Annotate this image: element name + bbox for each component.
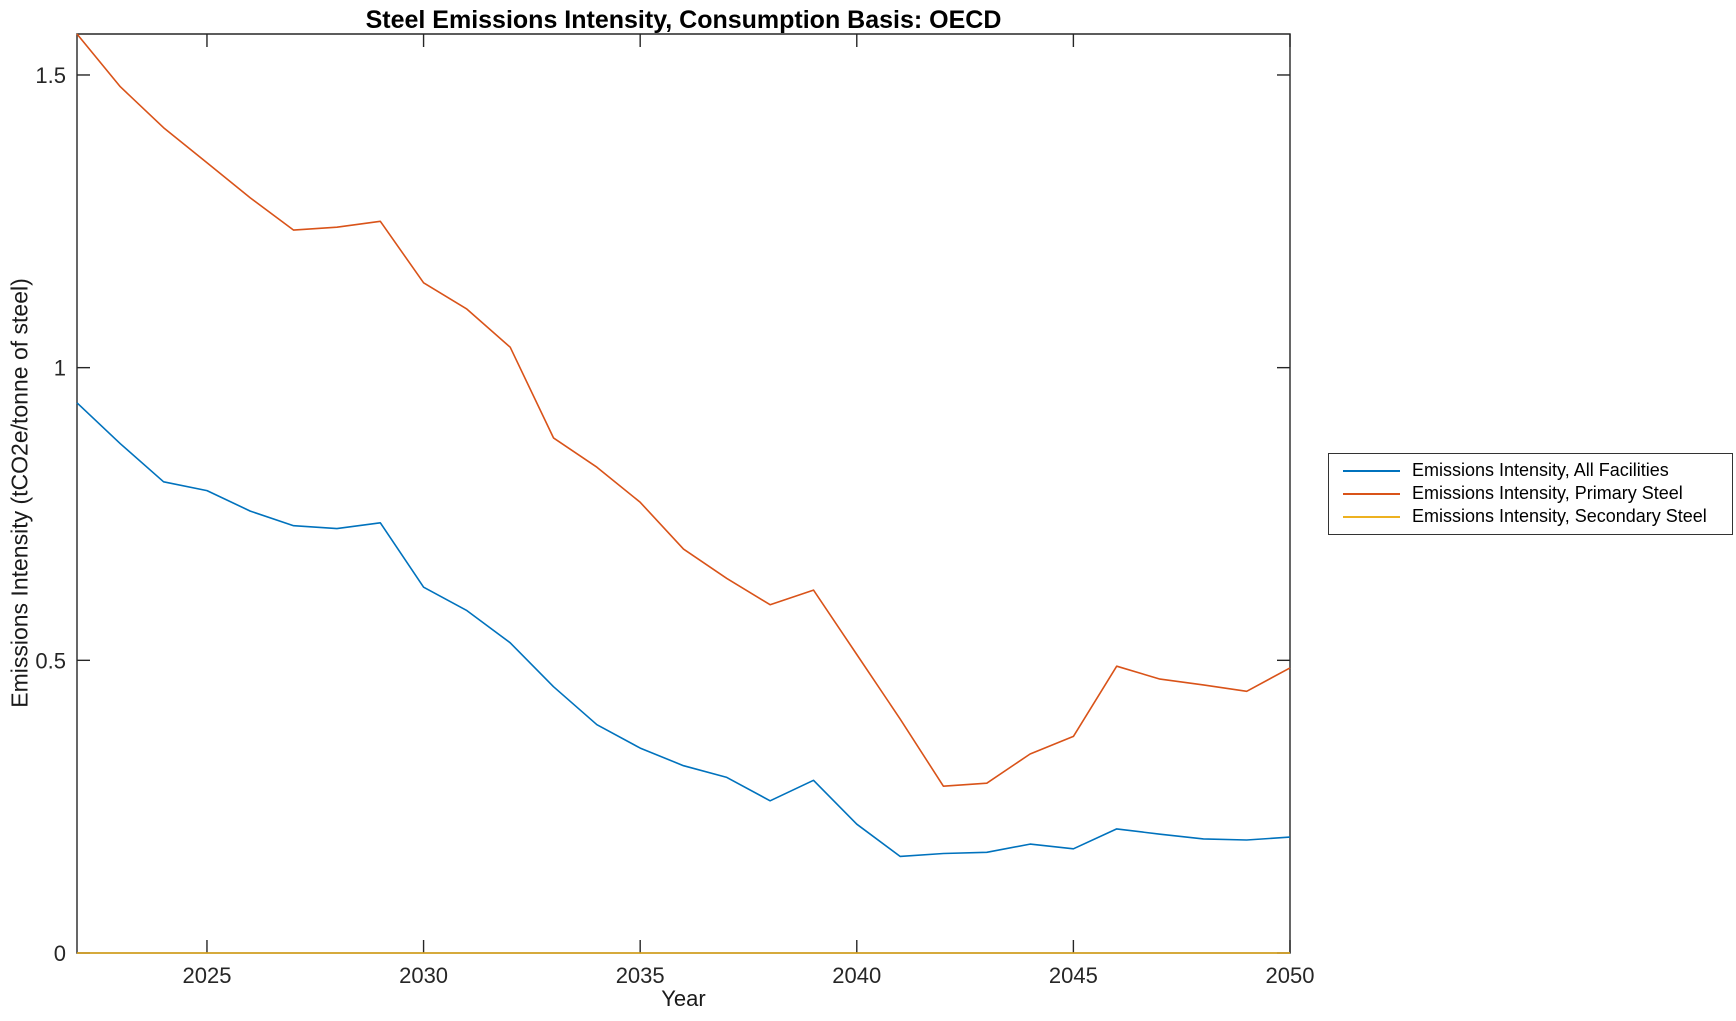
legend-label: Emissions Intensity, All Facilities [1412,460,1669,480]
legend-item: Emissions Intensity, Primary Steel [1343,482,1732,505]
series-emissions-intensity-all-facilities [76,402,1291,858]
legend-line-secondary-steel [1343,515,1400,518]
x-tick-label: 2045 [1049,963,1098,988]
y-tick-label: 0.5 [35,648,66,673]
legend-label: Emissions Intensity, Secondary Steel [1412,506,1707,526]
legend-item: Emissions Intensity, Secondary Steel [1343,505,1732,528]
y-tick-label: 0 [54,941,66,966]
axes-box [76,33,1291,954]
x-tick-label: 2030 [399,963,448,988]
legend-label: Emissions Intensity, Primary Steel [1412,483,1683,503]
y-tick-label: 1.5 [35,63,66,88]
legend-line-all-facilities [1343,469,1400,472]
x-axis-label: Year [661,986,706,1011]
legend-line-primary-steel [1343,492,1400,495]
series-emissions-intensity-primary-steel [76,33,1291,788]
legend-item: Emissions Intensity, All Facilities [1343,459,1732,482]
legend: Emissions Intensity, All Facilities Emis… [1328,453,1733,535]
x-tick-label: 2035 [616,963,665,988]
x-tick-label: 2040 [832,963,881,988]
y-tick-label: 1 [54,356,66,381]
chart-title: Steel Emissions Intensity, Consumption B… [365,6,1002,34]
x-tick-label: 2025 [182,963,231,988]
x-tick-label: 2050 [1266,963,1315,988]
